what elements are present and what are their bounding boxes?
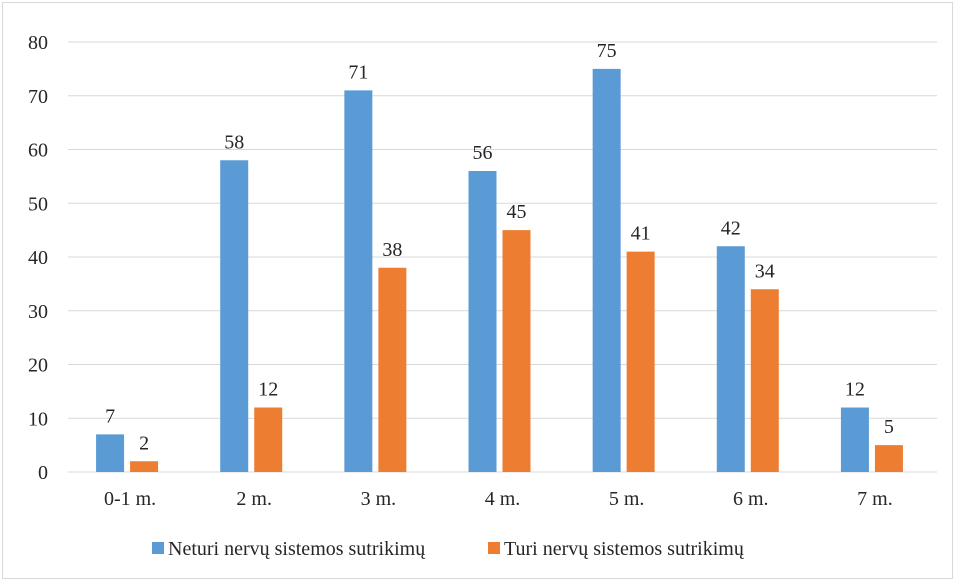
data-labels: 7 2 58 12 71 38 56 45 75 41 42 34 12 5 [105,40,894,454]
bar-turi-4 [626,251,655,472]
x-axis-ticks: 0-1 m. 2 m. 3 m. 4 m. 5 m. 6 m. 7 m. [104,488,893,510]
data-label: 2 [139,432,149,454]
bar-turi-6 [874,445,903,472]
bar-turi-5 [750,289,779,472]
bar-neturi-3 [468,171,497,472]
y-tick-label: 70 [28,86,48,108]
legend: Neturi nervų sistemos sutrikimų Turi nerv… [152,538,745,560]
y-tick-label: 60 [28,140,48,162]
data-label: 7 [105,405,115,427]
legend-label-1: Turi nervų sistemos sutrikimų [504,538,745,560]
y-tick-label: 20 [28,355,48,377]
x-tick-label: 5 m. [609,488,645,510]
x-tick-label: 6 m. [733,488,769,510]
data-label: 34 [755,260,775,282]
data-label: 38 [382,239,402,261]
data-label: 12 [258,379,278,401]
bar-neturi-6 [840,407,869,472]
x-tick-label: 2 m. [236,488,272,510]
x-tick-label: 7 m. [857,488,893,510]
data-label: 12 [845,379,865,401]
legend-swatch-1 [488,542,500,554]
bar-neturi-2 [344,90,373,472]
y-tick-label: 10 [28,408,48,430]
bar-neturi-4 [592,68,621,472]
bar-neturi-5 [716,246,745,472]
data-label: 42 [721,217,741,239]
bar-turi-2 [378,267,407,472]
data-label: 58 [224,131,244,153]
legend-label-0: Neturi nervų sistemos sutrikimų [168,538,426,560]
data-label: 75 [597,40,617,62]
bar-turi-1 [254,407,283,472]
data-label: 71 [348,61,368,83]
bar-neturi-0 [96,434,125,472]
y-tick-label: 0 [38,462,48,484]
bar-neturi-1 [220,160,249,472]
x-tick-label: 0-1 m. [104,488,156,510]
data-label: 45 [507,201,527,223]
y-tick-label: 50 [28,193,48,215]
bar-turi-3 [502,230,531,472]
legend-swatch-0 [152,542,164,554]
y-tick-label: 40 [28,247,48,269]
bar-turi-0 [130,461,159,472]
gridlines [68,41,937,473]
data-label: 5 [884,416,894,438]
x-tick-label: 4 m. [485,488,521,510]
data-label: 41 [631,223,651,245]
data-label: 56 [473,142,493,164]
y-tick-label: 30 [28,301,48,323]
y-axis-ticks: 0 10 20 30 40 50 60 70 80 [28,32,48,484]
bars [96,68,903,472]
x-tick-label: 3 m. [361,488,397,510]
y-tick-label: 80 [28,32,48,54]
